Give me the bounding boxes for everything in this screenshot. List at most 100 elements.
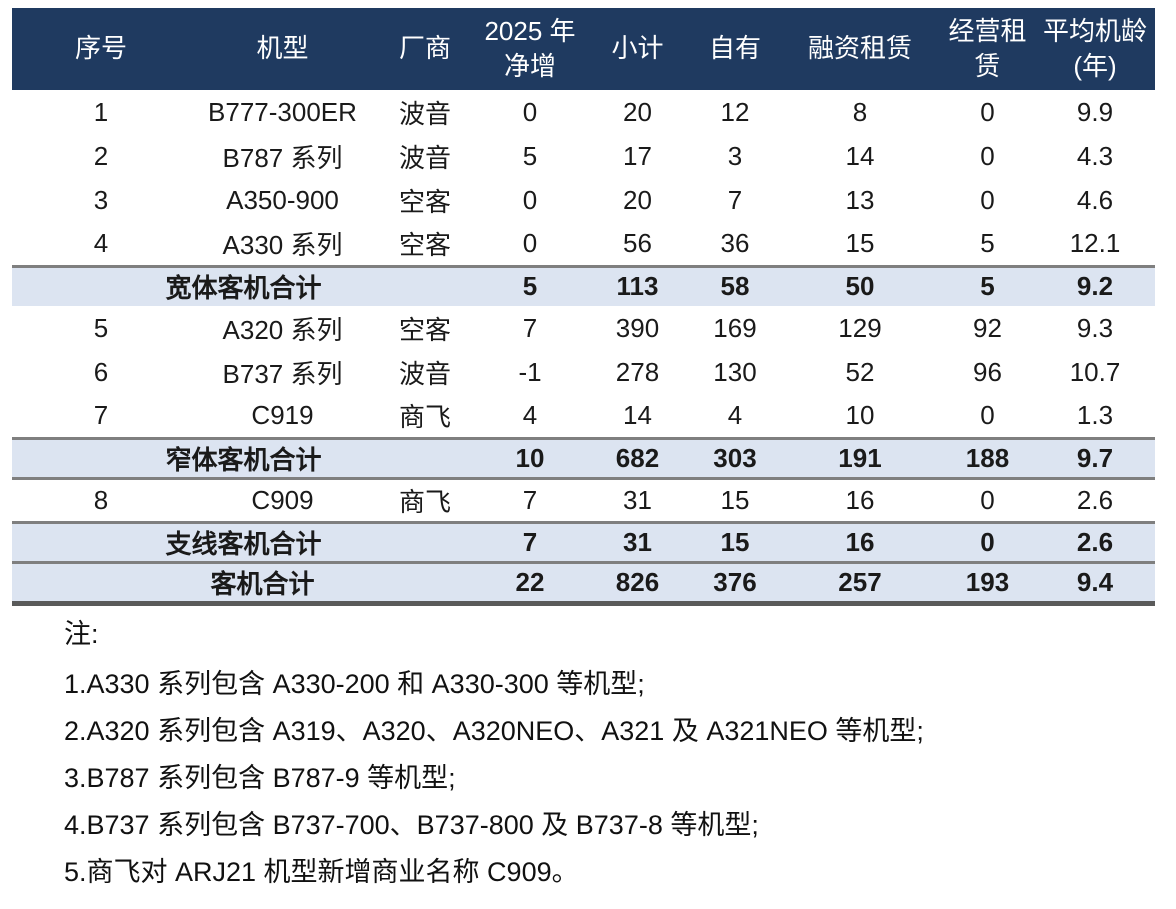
cell: A330 系列 <box>222 229 343 260</box>
table-row: 2 B787 系列 波音 5 17 3 14 0 4.3 <box>12 134 1155 178</box>
cell: 16 <box>845 484 875 515</box>
cell: C919 <box>251 399 314 430</box>
cell: 278 <box>615 356 660 387</box>
cell: 15 <box>690 520 780 564</box>
cell: 7 <box>475 520 585 564</box>
cell: 7 <box>727 184 743 215</box>
cell: 36 <box>720 227 750 258</box>
table-body: 1 B777-300ER 波音 0 20 12 8 0 9.9 2 B787 系列 波音 5 17 3 14 0… <box>12 90 1155 606</box>
cell: 0 <box>980 184 995 215</box>
cell: 9.9 <box>1076 96 1114 127</box>
cell: 1 <box>93 96 109 127</box>
cell: 303 <box>690 436 780 480</box>
column-header-manufacturer: 厂商 <box>375 8 475 90</box>
table-row: 4 A330 系列 空客 0 56 36 15 5 12.1 <box>12 222 1155 266</box>
table-row: 8 C909 商飞 7 31 15 16 0 2.6 <box>12 478 1155 522</box>
cell: 2.6 <box>1076 484 1114 515</box>
cell: 14 <box>623 399 652 430</box>
cell: 0 <box>940 520 1035 564</box>
cell: 376 <box>690 560 780 606</box>
cell: 波音 <box>398 142 451 173</box>
cell: 9.3 <box>1076 312 1114 343</box>
subtotal-row: 宽体客机合计 5 113 58 50 5 9.2 <box>12 264 1155 306</box>
notes-list: 1.A330 系列包含 A330-200 和 A330-300 等机型; 2.A3… <box>64 666 1176 890</box>
cell: 12.1 <box>1069 227 1121 258</box>
note-item: 3.B787 系列包含 B787-9 等机型; <box>64 762 456 793</box>
cell: 4.6 <box>1076 184 1114 215</box>
table-row: 6 B737 系列 波音 -1 278 130 52 96 10.7 <box>12 350 1155 394</box>
cell: B777-300ER <box>208 96 357 127</box>
cell: 130 <box>713 356 757 387</box>
column-header-subtotal: 小计 <box>585 8 690 90</box>
cell: 5 <box>522 140 538 171</box>
cell: 10 <box>475 436 585 480</box>
cell: A320 系列 <box>222 314 343 345</box>
cell: 3 <box>93 184 109 215</box>
cell: 3 <box>727 140 743 171</box>
cell: 14 <box>845 140 875 171</box>
cell: 2.6 <box>1035 520 1155 564</box>
cell: 56 <box>623 227 652 258</box>
cell: -1 <box>518 356 542 387</box>
cell: 0 <box>980 484 995 515</box>
cell: 0 <box>980 399 995 430</box>
cell: 50 <box>780 264 940 306</box>
cell: 商飞 <box>398 486 451 517</box>
cell: 191 <box>780 436 940 480</box>
column-header-finance_lease: 融资租赁 <box>780 8 940 90</box>
cell: 31 <box>623 484 652 515</box>
cell: 15 <box>720 484 750 515</box>
cell: 波音 <box>398 98 451 129</box>
cell: B787 系列 <box>222 142 343 173</box>
cell: 7 <box>522 312 538 343</box>
cell: 4 <box>522 399 538 430</box>
cell: 空客 <box>398 229 451 260</box>
notes-section: 注: 1.A330 系列包含 A330-200 和 A330-300 等机型; 2… <box>64 616 1176 890</box>
summary-label: 客机合计 <box>12 560 475 606</box>
cell: 5 <box>93 312 109 343</box>
cell: 9.7 <box>1035 436 1155 480</box>
cell: 1.3 <box>1076 399 1114 430</box>
column-header-owned: 自有 <box>690 8 780 90</box>
cell: 空客 <box>398 314 451 345</box>
table-row: 7 C919 商飞 4 14 4 10 0 1.3 <box>12 394 1155 438</box>
notes-label: 注: <box>64 618 99 649</box>
column-header-index: 序号 <box>12 8 190 90</box>
table-row: 1 B777-300ER 波音 0 20 12 8 0 9.9 <box>12 90 1155 134</box>
cell: 4 <box>93 227 109 258</box>
subtotal-row: 支线客机合计 7 31 15 16 0 2.6 <box>12 520 1155 564</box>
cell: 7 <box>522 484 538 515</box>
summary-label: 支线客机合计 <box>12 520 475 564</box>
cell: 16 <box>780 520 940 564</box>
cell: 商飞 <box>398 401 451 432</box>
cell: 9.4 <box>1035 560 1155 606</box>
cell: 10.7 <box>1069 356 1121 387</box>
cell: 0 <box>522 184 538 215</box>
cell: 92 <box>973 312 1002 343</box>
column-header-operating_lease: 经营租 赁 <box>940 8 1035 90</box>
cell: 20 <box>623 96 652 127</box>
cell: 0 <box>522 96 538 127</box>
cell: 0 <box>980 96 995 127</box>
summary-label: 宽体客机合计 <box>12 264 475 306</box>
table-row: 5 A320 系列 空客 7 390 169 129 92 9.3 <box>12 306 1155 350</box>
cell: 58 <box>690 264 780 306</box>
cell: 波音 <box>398 358 451 389</box>
cell: 8 <box>852 96 868 127</box>
note-item: 2.A320 系列包含 A319、A320、A320NEO、A321 及 A32… <box>64 715 924 746</box>
table-header-row: 序号 机型 厂商 2025 年 净增 小计 自有 融资租赁 经营租 赁平均机龄 (年) <box>12 8 1155 90</box>
cell: C909 <box>251 484 314 515</box>
cell: 17 <box>623 140 652 171</box>
cell: 15 <box>845 227 875 258</box>
cell: 8 <box>93 484 109 515</box>
cell: 2 <box>93 140 109 171</box>
cell: 20 <box>623 184 652 215</box>
column-header-aircraft_model: 机型 <box>190 8 375 90</box>
summary-label: 窄体客机合计 <box>12 436 475 480</box>
cell: 5 <box>475 264 585 306</box>
fleet-table: 序号 机型 厂商 2025 年 净增 小计 自有 融资租赁 经营租 赁平均机龄 (年) 1 B7… <box>12 8 1155 606</box>
cell: 188 <box>940 436 1035 480</box>
note-item: 5.商飞对 ARJ21 机型新增商业名称 C909。 <box>64 856 579 887</box>
cell: 0 <box>522 227 538 258</box>
